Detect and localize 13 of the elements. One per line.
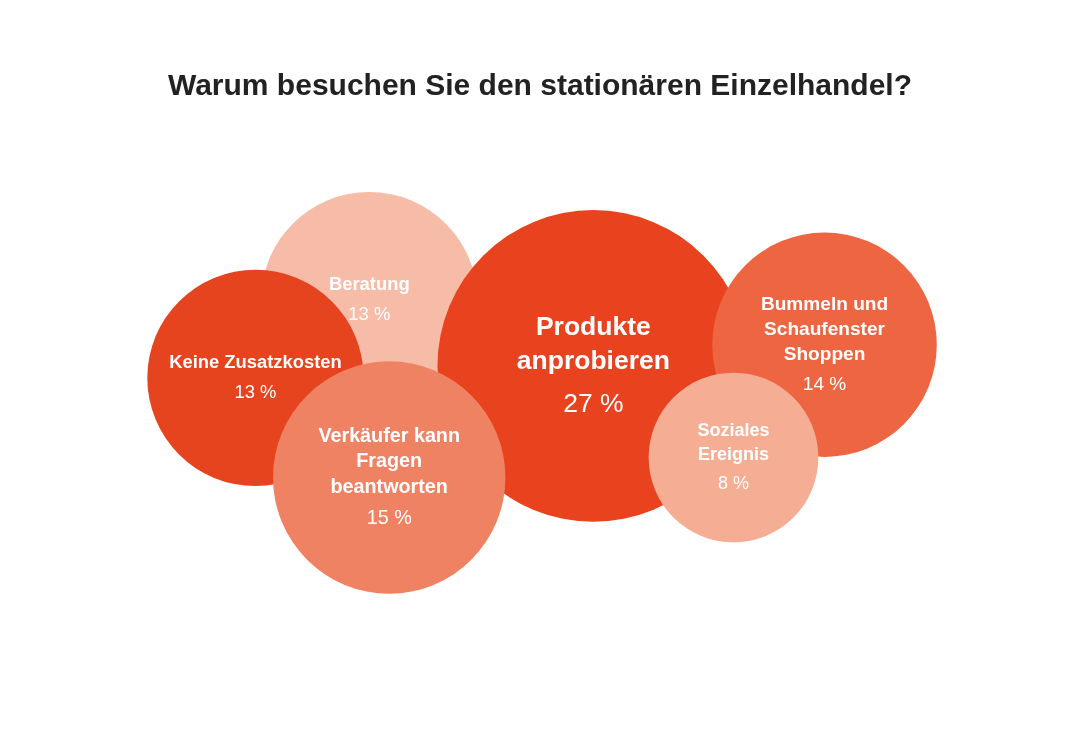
data-label: 13 % xyxy=(348,302,391,324)
data-label: 15 % xyxy=(366,506,412,529)
category-label: Produkte anprobieren xyxy=(516,310,670,376)
text: Warum besuchen Sie den stationären Einzelhandel? xyxy=(166,68,913,102)
category-label: Keine Zusatzkosten xyxy=(169,351,342,373)
category-label: Soziales Ereignis xyxy=(697,420,770,464)
data-label: 14 % xyxy=(802,373,847,395)
category-label: Beratung xyxy=(328,273,410,295)
data-label: 27 % xyxy=(563,387,624,418)
data-label: 8 % xyxy=(717,472,749,493)
data-label: 13 % xyxy=(234,380,277,402)
category-label: Bummeln und Schaufenster Shoppen xyxy=(760,292,889,364)
category-label: Verkäufer kann Fragen beantworten xyxy=(318,423,461,497)
